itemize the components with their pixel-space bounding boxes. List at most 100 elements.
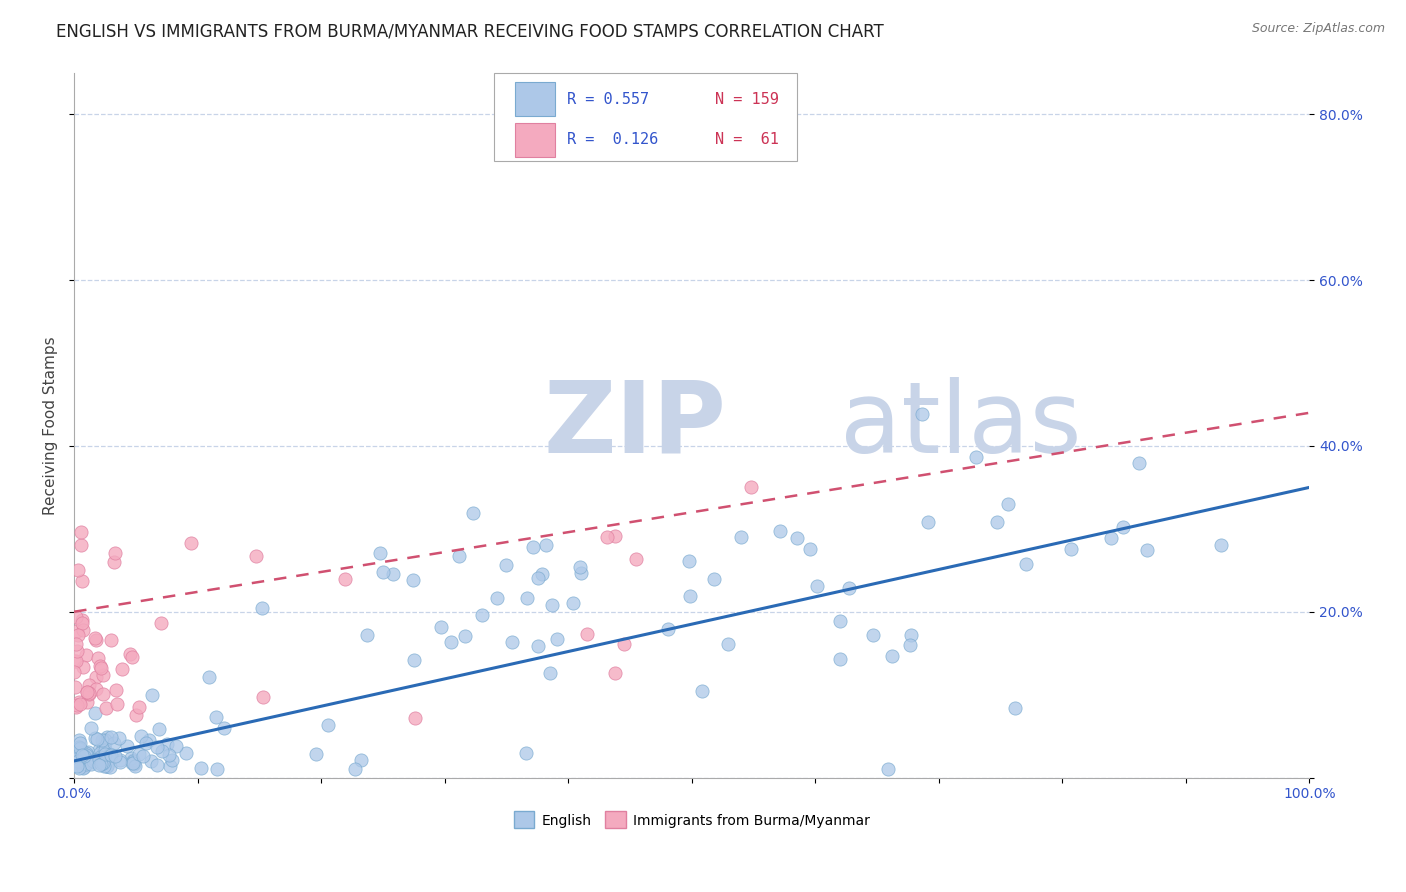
Point [402, 573, 425, 587]
Point [69, 740, 91, 755]
Text: ZIP: ZIP [544, 376, 727, 474]
Point [471, 607, 494, 622]
Point [898, 639, 921, 653]
Point [121, 756, 143, 770]
Point [67, 754, 90, 768]
Point [769, 524, 792, 538]
Point [77, 687, 100, 701]
Point [72, 574, 94, 588]
Point [830, 614, 852, 628]
Legend: English, Immigrants from Burma/Myanmar: English, Immigrants from Burma/Myanmar [508, 806, 876, 834]
Text: ENGLISH VS IMMIGRANTS FROM BURMA/MYANMAR RECEIVING FOOD STAMPS CORRELATION CHART: ENGLISH VS IMMIGRANTS FROM BURMA/MYANMAR… [56, 22, 884, 40]
Point [335, 572, 357, 586]
Point [90, 757, 112, 772]
Point [440, 635, 463, 649]
Point [145, 758, 167, 772]
Point [146, 739, 169, 754]
Point [121, 649, 143, 664]
Y-axis label: Receiving Food Stamps: Receiving Food Stamps [44, 336, 58, 515]
Point [128, 747, 150, 761]
Point [65, 749, 87, 764]
Point [90, 661, 112, 675]
Point [103, 736, 125, 750]
Point [89, 753, 111, 767]
Point [73, 757, 96, 772]
Point [84, 706, 107, 720]
Point [245, 549, 267, 563]
Point [89, 750, 111, 764]
Point [516, 591, 538, 605]
Point [402, 653, 425, 667]
Point [806, 579, 828, 593]
Point [1111, 520, 1133, 534]
Point [150, 615, 173, 630]
Point [596, 530, 619, 544]
Point [69, 756, 91, 771]
Point [1004, 700, 1026, 714]
Point [561, 596, 583, 610]
Point [108, 755, 131, 769]
Point [91, 740, 114, 755]
Point [965, 450, 987, 465]
Point [73, 745, 96, 759]
Point [111, 662, 134, 676]
Point [139, 754, 162, 768]
Bar [515, 123, 554, 157]
Point [98, 760, 121, 774]
Point [90, 732, 112, 747]
Point [679, 589, 702, 603]
Point [546, 632, 568, 647]
Point [613, 637, 636, 651]
Point [703, 572, 725, 586]
Point [159, 759, 181, 773]
Point [105, 698, 128, 712]
Point [176, 746, 198, 760]
Point [66, 698, 89, 712]
Point [77, 745, 100, 759]
Point [449, 549, 471, 563]
Point [657, 622, 679, 636]
Point [117, 739, 139, 753]
Point [1099, 531, 1122, 545]
Point [86, 650, 108, 665]
Point [212, 721, 235, 735]
FancyBboxPatch shape [494, 73, 797, 161]
Point [160, 753, 183, 767]
Point [190, 761, 212, 775]
Point [67, 695, 90, 709]
Point [84, 681, 107, 696]
Point [76, 695, 98, 709]
Point [530, 566, 553, 581]
Point [70, 747, 93, 762]
Point [103, 555, 125, 569]
Point [70, 525, 93, 540]
Point [880, 648, 903, 663]
Point [93, 758, 115, 772]
Point [404, 710, 426, 724]
Point [138, 733, 160, 747]
Point [86, 731, 108, 746]
Point [997, 497, 1019, 511]
Point [110, 753, 132, 767]
Point [73, 760, 96, 774]
Point [80, 721, 103, 735]
Point [67, 742, 90, 756]
Point [252, 601, 274, 615]
Point [104, 546, 127, 560]
Point [128, 699, 150, 714]
Point [75, 747, 97, 761]
Point [197, 670, 219, 684]
Point [91, 756, 114, 770]
Point [986, 515, 1008, 529]
Point [94, 736, 117, 750]
Point [82, 754, 104, 768]
Point [75, 754, 97, 768]
Point [148, 722, 170, 736]
Point [165, 739, 187, 753]
Point [75, 756, 97, 771]
Point [717, 636, 740, 650]
Point [911, 408, 934, 422]
Point [94, 743, 117, 757]
Text: Source: ZipAtlas.com: Source: ZipAtlas.com [1251, 22, 1385, 36]
Point [96, 759, 118, 773]
